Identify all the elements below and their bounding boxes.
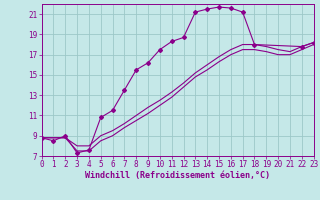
X-axis label: Windchill (Refroidissement éolien,°C): Windchill (Refroidissement éolien,°C) — [85, 171, 270, 180]
